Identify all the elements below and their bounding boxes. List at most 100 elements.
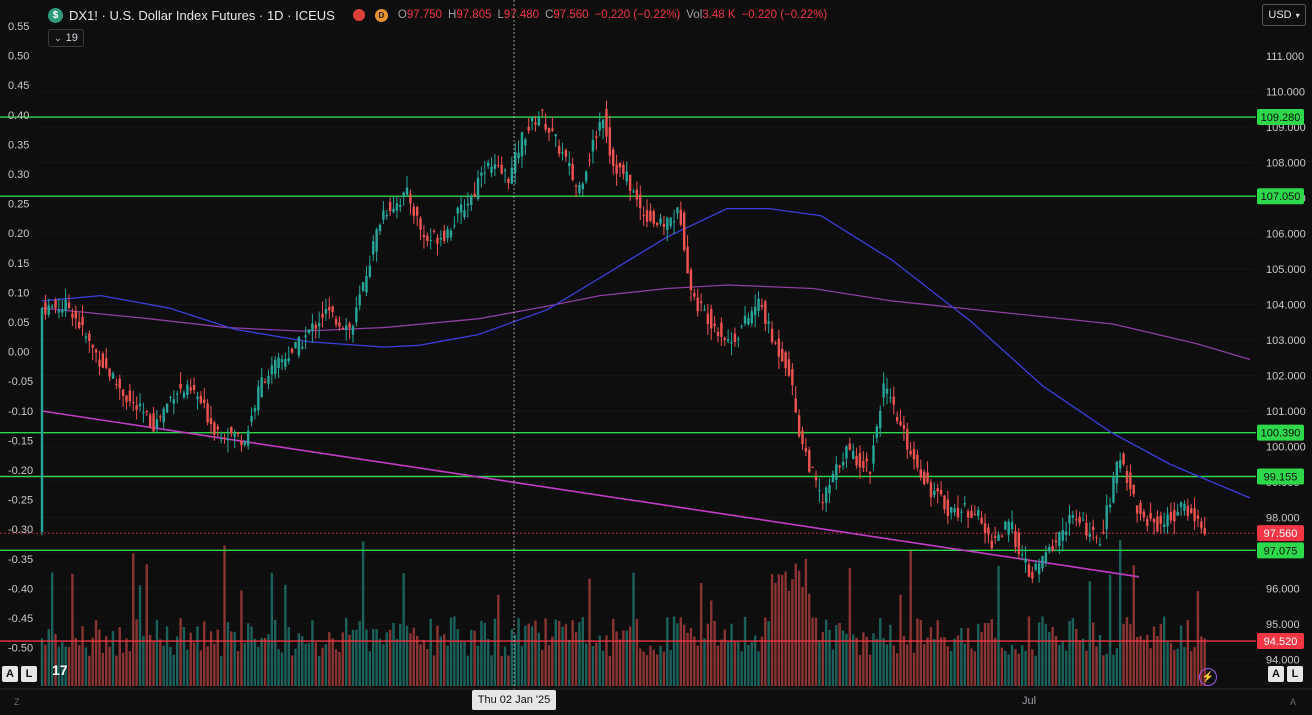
candle-body (1156, 516, 1159, 532)
candle-body (716, 331, 720, 336)
candle-body (564, 149, 568, 157)
candle-body (47, 305, 50, 315)
candle-body (892, 396, 895, 405)
volume-bar (831, 649, 835, 686)
volume-bar (348, 634, 351, 686)
candle-body (591, 139, 595, 152)
candle-body (588, 159, 591, 161)
candle-body (115, 384, 118, 386)
candle-body (774, 342, 777, 344)
volume-bar (895, 653, 899, 686)
candle-body (1102, 531, 1105, 533)
volume-bar (595, 642, 598, 686)
volume-bar (1071, 618, 1075, 686)
volume-bar (253, 638, 257, 686)
candle-body (747, 317, 750, 325)
candle-body (885, 388, 889, 394)
data-source-icon[interactable]: D (374, 8, 388, 22)
volume-bar (584, 643, 588, 686)
candle-body (970, 510, 973, 518)
volume-bar (375, 629, 378, 686)
candle-body (608, 127, 612, 156)
market-status-icon[interactable] (352, 9, 365, 21)
candle-body (1068, 515, 1071, 524)
trendline[interactable] (41, 410, 1140, 578)
currency-select[interactable]: USD ▾ (1262, 4, 1306, 26)
left-log-scale-button[interactable]: L (21, 666, 37, 682)
candle-body (791, 369, 794, 386)
chevron-down-icon: ▾ (1295, 10, 1300, 20)
candle-body (632, 191, 635, 193)
candle-body (121, 389, 125, 397)
level-label: 99.155 (1264, 471, 1298, 483)
time-axis-label-jul: Jul (1022, 695, 1037, 707)
volume-bar (388, 629, 392, 686)
volume-bar (169, 647, 172, 686)
volume-bar (419, 644, 422, 686)
candle-body (865, 458, 868, 462)
volume-change: −0.220 (−0.22%) (741, 9, 828, 21)
volume-bar (919, 620, 922, 686)
volume-bar (706, 623, 710, 686)
candle-body (933, 490, 936, 496)
candle-body (206, 403, 209, 423)
candle-body (662, 223, 666, 227)
volume-bar (855, 637, 858, 686)
left-axis-tick: -0.10 (8, 406, 33, 418)
candle-body (321, 313, 324, 318)
volume-bar (726, 641, 730, 686)
volume-bar (1051, 626, 1054, 686)
candle-body (358, 294, 361, 306)
level-label-box (1257, 424, 1304, 441)
volume-bar (966, 627, 970, 686)
volume-bar (804, 558, 808, 686)
candle-body (186, 384, 189, 395)
right-axis-tick: 101.000 (1266, 406, 1306, 418)
candle-body (490, 166, 493, 173)
volume-bar (1004, 650, 1007, 686)
right-auto-scale-button[interactable]: A (1268, 666, 1284, 682)
volume-bar (176, 636, 179, 686)
right-axis-tick: 108.000 (1266, 158, 1306, 170)
candle-body (483, 172, 486, 174)
volume-bar (598, 635, 601, 686)
volume-bar (101, 652, 105, 686)
candle-body (280, 359, 284, 363)
symbol-title[interactable]: DX1! · U.S. Dollar Index Futures · 1D · … (69, 7, 335, 23)
candle-body (652, 211, 655, 224)
volume-bar (821, 631, 824, 686)
candle-body (348, 323, 351, 328)
candle-body (912, 448, 916, 460)
candle-body (524, 139, 527, 146)
volume-bar (1041, 616, 1044, 686)
horizontal-levels[interactable] (0, 116, 1256, 642)
hide-indicators-button[interactable]: ⌄ 19 (48, 29, 84, 47)
volume-bar (317, 655, 321, 686)
tradingview-logo[interactable]: 17 (52, 662, 68, 678)
candle-body (956, 507, 960, 518)
volume-bar (125, 638, 128, 686)
volume-bar (868, 654, 872, 686)
volume-bar (132, 553, 135, 686)
volume-bar (1176, 648, 1179, 686)
left-axis: 0.55 0.50 0.45 0.40 0.35 0.30 0.25 0.20 0.15 0.10… (8, 21, 33, 655)
right-log-scale-button[interactable]: L (1287, 666, 1303, 682)
volume-bar (808, 593, 811, 686)
volume-bar (693, 636, 696, 686)
lightning-icon[interactable]: ⚡ (1199, 668, 1217, 686)
volume-bar (361, 541, 365, 686)
volume-bar (385, 632, 388, 686)
candle-body (253, 408, 257, 412)
candle-body (1004, 521, 1007, 530)
candle-body (828, 485, 831, 494)
volume-bar (757, 651, 760, 686)
candle-body (67, 302, 71, 308)
left-auto-scale-button[interactable]: A (2, 666, 18, 682)
volume-bar (1129, 624, 1132, 686)
volume-bar (723, 629, 726, 686)
volume-bar (990, 619, 993, 686)
volume-bar (862, 632, 865, 686)
candle-body (899, 421, 902, 426)
left-axis-tick: 0.50 (8, 51, 29, 63)
